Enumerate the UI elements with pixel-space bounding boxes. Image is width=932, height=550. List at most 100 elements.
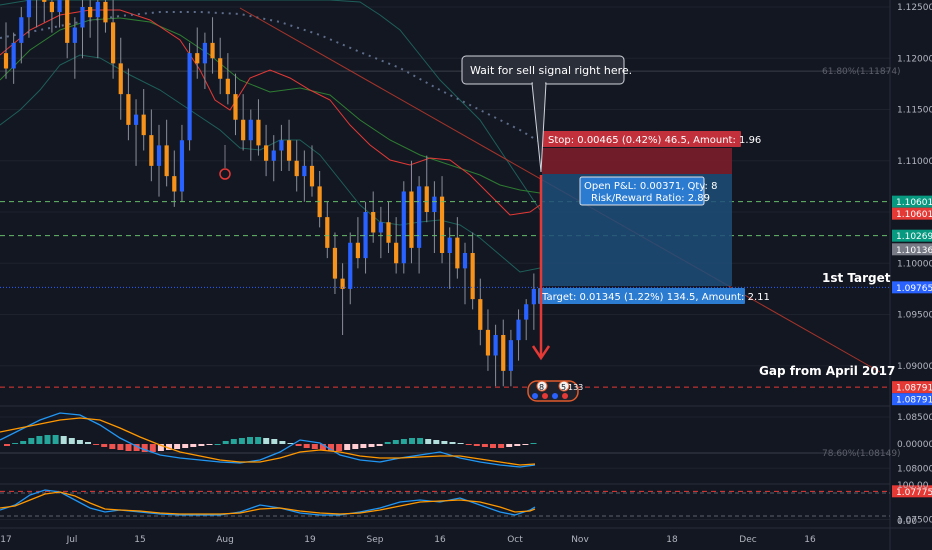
price-tick-10: 1.07500 bbox=[897, 516, 932, 526]
candle-9 bbox=[72, 17, 77, 79]
candle-11 bbox=[88, 0, 93, 38]
candle-66 bbox=[508, 329, 513, 387]
macd-bar-12 bbox=[101, 444, 108, 447]
candle-43 bbox=[332, 232, 338, 294]
macd-bar-17 bbox=[141, 444, 148, 452]
macd-bar-58 bbox=[473, 444, 480, 446]
candle-68 bbox=[524, 299, 529, 341]
candle-33 bbox=[256, 99, 261, 156]
candle-15 bbox=[118, 37, 123, 120]
candle-3 bbox=[26, 0, 32, 38]
candle-35 bbox=[271, 135, 276, 182]
candle-0 bbox=[3, 22, 9, 79]
candle-24 bbox=[187, 42, 192, 151]
macd-bar-63 bbox=[514, 444, 521, 446]
candle-69 bbox=[531, 273, 536, 330]
candle-5 bbox=[42, 0, 47, 23]
price-axis[interactable]: 1.125001.120001.115001.110001.105001.100… bbox=[892, 3, 932, 527]
macd-bar-14 bbox=[117, 444, 124, 450]
time-tick-10: Dec bbox=[739, 535, 756, 545]
macd-bar-19 bbox=[157, 444, 164, 451]
macd-bar-2 bbox=[20, 441, 27, 444]
macd-bar-34 bbox=[279, 441, 286, 444]
macd-bar-4 bbox=[36, 436, 43, 444]
time-axis[interactable]: 17 Jul 15 Aug 19 Sep 16 Oct Nov 18 Dec 16 bbox=[0, 527, 932, 545]
macd-bar-10 bbox=[85, 442, 91, 444]
short-position-tool[interactable]: Stop: 0.00465 (0.42%) 46.5, Amount: 1.96… bbox=[538, 131, 770, 304]
macd-bar-28 bbox=[230, 439, 237, 444]
candle-46 bbox=[355, 217, 360, 269]
macd-bar-27 bbox=[222, 441, 229, 444]
macd-bar-9 bbox=[76, 440, 83, 444]
stop-label-box bbox=[542, 131, 741, 147]
price-tick-7: 1.09000 bbox=[897, 362, 932, 372]
macd-line bbox=[0, 412, 536, 468]
candle-2 bbox=[19, 7, 24, 64]
candle-18 bbox=[141, 89, 146, 151]
badge-count-a: 8 bbox=[539, 383, 544, 392]
candle-13 bbox=[103, 0, 108, 33]
price-tick-2: 1.11500 bbox=[897, 106, 932, 116]
candle-50 bbox=[386, 201, 391, 253]
candle-52 bbox=[401, 181, 406, 274]
price-label-4: 1.09765 bbox=[896, 284, 932, 294]
stoch-tick-100: 100.00 bbox=[897, 481, 929, 491]
target-label-box bbox=[538, 288, 745, 304]
badge-count-b: 5 bbox=[561, 383, 566, 392]
price-label-box-5 bbox=[892, 381, 932, 394]
price-label-box-4 bbox=[892, 281, 932, 294]
macd-bar-44 bbox=[360, 444, 367, 448]
macd-histogram bbox=[4, 435, 537, 452]
macd-bar-11 bbox=[93, 444, 100, 445]
macd-bar-30 bbox=[247, 437, 253, 444]
gap-label: Gap from April 2017 bbox=[759, 364, 895, 378]
candle-10 bbox=[80, 0, 85, 59]
callout-box[interactable]: Wait for sell signal right here. bbox=[461, 55, 632, 173]
price-tick-8: 1.08500 bbox=[897, 413, 932, 423]
time-tick-2: 15 bbox=[134, 535, 145, 545]
stop-zone bbox=[542, 148, 732, 174]
time-tick-5: Sep bbox=[367, 535, 384, 545]
macd-bar-57 bbox=[465, 444, 472, 445]
candle-60 bbox=[462, 242, 468, 305]
candle-57 bbox=[439, 176, 445, 264]
first-target-label: 1st Target bbox=[822, 271, 891, 285]
candle-20 bbox=[156, 124, 162, 197]
macd-bar-33 bbox=[271, 439, 278, 444]
macd-bar-49 bbox=[400, 439, 407, 444]
macd-tick-0: 0.00000 bbox=[897, 440, 932, 450]
price-label-5: 1.08791 bbox=[896, 384, 932, 394]
macd-bar-40 bbox=[328, 444, 334, 451]
macd-bar-24 bbox=[198, 444, 205, 446]
target-label: Target: 0.01345 (1.22%) 134.5, Amount: 2… bbox=[541, 292, 770, 303]
candle-38 bbox=[294, 140, 299, 192]
candle-49 bbox=[378, 206, 383, 259]
signal-line bbox=[0, 417, 536, 466]
price-levels bbox=[0, 201, 890, 492]
events-badge[interactable]: 8 5 133 bbox=[527, 380, 583, 402]
macd-bar-38 bbox=[311, 444, 318, 449]
macd-bar-35 bbox=[287, 443, 294, 444]
candle-7 bbox=[57, 0, 62, 28]
candle-4 bbox=[36, 0, 38, 28]
macd-bar-55 bbox=[449, 442, 456, 444]
price-tick-9: 1.08000 bbox=[897, 464, 932, 474]
bb-upper bbox=[0, 0, 541, 211]
macd-bar-5 bbox=[44, 435, 51, 444]
macd-bar-8 bbox=[68, 438, 75, 444]
stochastic-pane bbox=[0, 483, 890, 517]
macd-pane bbox=[0, 405, 890, 468]
macd-bar-43 bbox=[352, 444, 359, 449]
candle-30 bbox=[233, 73, 238, 136]
candle-62 bbox=[478, 278, 483, 346]
stoch-k bbox=[0, 489, 536, 516]
price-label-box-0 bbox=[892, 195, 932, 208]
price-tick-0: 1.12500 bbox=[897, 3, 932, 13]
time-tick-7: Oct bbox=[507, 535, 523, 545]
time-tick-9: 18 bbox=[666, 535, 678, 545]
macd-bar-51 bbox=[417, 438, 424, 444]
candle-54 bbox=[417, 176, 422, 274]
macd-bar-25 bbox=[206, 444, 213, 445]
price-label-7: 1.07775 bbox=[896, 488, 932, 498]
